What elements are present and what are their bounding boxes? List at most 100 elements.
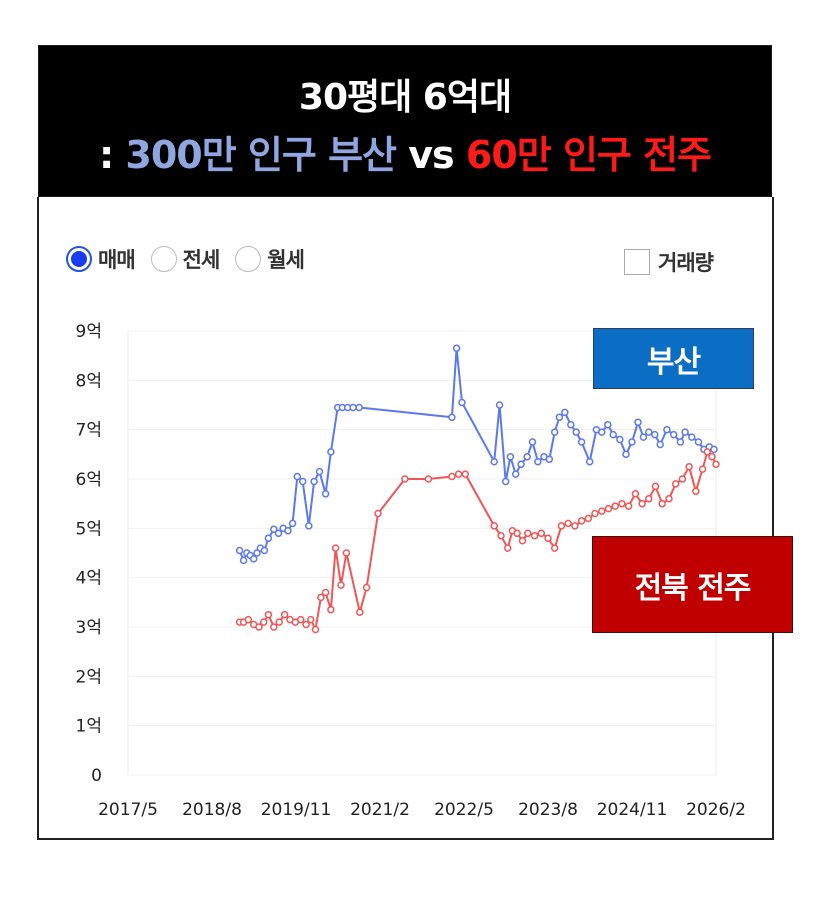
- data-point: [692, 487, 700, 496]
- data-point: [448, 472, 456, 481]
- y-tick-label: 0: [91, 766, 102, 786]
- data-point: [618, 499, 626, 508]
- title-banner: 30평대 6억대 : 300만 인구 부산 vs 60만 인구 전주: [38, 45, 772, 197]
- radio-sale-label: 매매: [98, 248, 136, 272]
- data-point: [537, 529, 546, 538]
- title-line-1: 30평대 6억대: [298, 77, 512, 118]
- title-prefix: :: [98, 133, 126, 177]
- data-point: [523, 453, 531, 461]
- data-point: [264, 534, 273, 542]
- data-point: [591, 509, 599, 518]
- data-point: [651, 430, 659, 439]
- data-point: [270, 623, 278, 631]
- volume-label: 거래량: [658, 251, 714, 275]
- data-point: [454, 470, 463, 478]
- data-point: [264, 610, 273, 619]
- series-jeonju: [235, 448, 720, 634]
- data-point: [604, 504, 613, 513]
- data-point: [572, 428, 580, 436]
- data-point: [490, 457, 498, 466]
- data-point: [452, 344, 461, 353]
- data-point: [544, 534, 552, 542]
- data-point: [298, 477, 307, 486]
- data-point: [513, 529, 521, 538]
- data-point: [712, 460, 720, 468]
- data-point: [604, 420, 612, 429]
- volume-checkbox[interactable]: [624, 249, 650, 275]
- data-point: [571, 522, 579, 530]
- data-point: [490, 522, 498, 530]
- data-point: [611, 502, 619, 510]
- data-point: [284, 527, 292, 535]
- data-point: [307, 615, 315, 624]
- radio-sale-indicator[interactable]: [66, 246, 92, 272]
- data-point: [676, 438, 685, 446]
- data-point: [616, 435, 624, 444]
- data-point: [235, 546, 244, 555]
- data-point: [355, 403, 363, 412]
- data-point: [461, 470, 470, 478]
- data-point: [561, 408, 569, 417]
- y-tick-label: 5억: [76, 519, 102, 539]
- y-tick-label: 3억: [76, 618, 102, 638]
- y-tick-label: 4억: [76, 569, 102, 589]
- data-point: [577, 438, 586, 446]
- volume-toggle[interactable]: 거래량: [624, 247, 714, 277]
- data-point: [517, 460, 525, 468]
- data-point: [239, 556, 248, 565]
- data-point: [311, 625, 320, 634]
- radio-jeonse-label: 전세: [182, 248, 221, 272]
- x-tick-label: 2022/5: [434, 800, 494, 820]
- data-point: [656, 440, 664, 449]
- data-point: [564, 519, 572, 528]
- data-point: [530, 531, 539, 540]
- data-point: [495, 401, 504, 409]
- data-point: [528, 438, 537, 446]
- data-point: [609, 430, 617, 439]
- data-point: [321, 490, 330, 498]
- x-tick-label: 2023/8: [518, 800, 578, 820]
- axis-layer: 0 1억 2억 3억 4억 5억 6억 7억 8억 9억 2017/5 2018/8 2019/11 20…: [76, 322, 746, 820]
- x-tick-label: 2021/2: [350, 800, 410, 820]
- data-point: [694, 438, 703, 446]
- data-point: [315, 467, 324, 476]
- busan-label-box: 부산: [593, 328, 754, 389]
- data-point: [249, 555, 258, 563]
- y-tick-label: 7억: [76, 421, 102, 441]
- data-point: [274, 529, 283, 538]
- data-point: [327, 605, 335, 614]
- data-point: [337, 581, 345, 589]
- data-point: [270, 525, 278, 534]
- data-point: [501, 477, 510, 486]
- data-point: [710, 445, 718, 454]
- data-point: [305, 522, 313, 530]
- data-point: [628, 438, 636, 446]
- data-point: [288, 519, 297, 528]
- radio-jeonse[interactable]: 전세: [150, 244, 221, 274]
- data-point: [275, 618, 283, 626]
- x-tick-label: 2018/8: [182, 800, 242, 820]
- data-point: [534, 457, 542, 466]
- data-point: [688, 433, 696, 441]
- x-tick-label: 2026/2: [686, 800, 746, 820]
- data-point: [678, 475, 687, 483]
- radio-monthly-rent-indicator[interactable]: [235, 246, 262, 272]
- radio-monthly-rent[interactable]: 월세: [235, 244, 305, 274]
- data-point: [545, 455, 554, 464]
- data-point: [708, 453, 716, 461]
- radio-sale[interactable]: 매매: [66, 244, 136, 274]
- trade-type-radio-group: 매매 전세 월세: [66, 244, 320, 274]
- title-jeonju: 60만 인구 전주: [465, 133, 712, 177]
- series-busan: [235, 344, 718, 565]
- radio-jeonse-indicator[interactable]: [150, 246, 177, 272]
- series-layer: [235, 344, 720, 634]
- data-point: [638, 499, 646, 508]
- y-tick-label: 1억: [76, 717, 102, 737]
- data-point: [424, 475, 433, 483]
- y-tick-label: 9억: [76, 322, 102, 342]
- data-point: [401, 475, 409, 483]
- data-point: [327, 448, 335, 456]
- data-point: [698, 465, 707, 473]
- data-point: [244, 615, 253, 624]
- data-point: [448, 413, 456, 422]
